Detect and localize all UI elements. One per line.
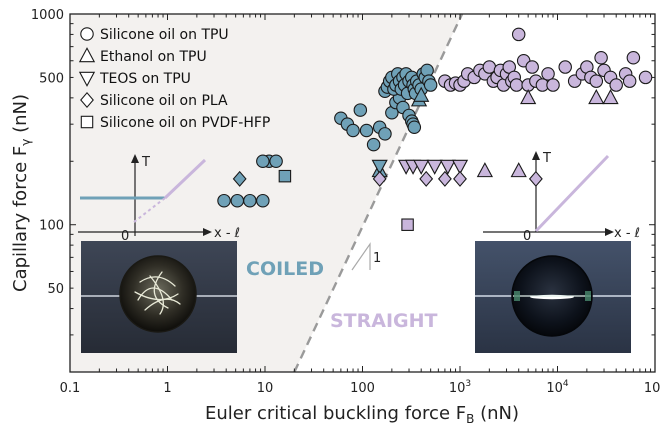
data-point-triangle-up-straight <box>520 88 537 105</box>
x-tick-label: 1 <box>163 381 171 396</box>
inset-right-x-label: x - ℓ <box>614 226 640 241</box>
data-point-diamond-straight <box>437 170 452 187</box>
legend-entry-label: Silicone oil on PVDF-HFP <box>100 115 270 131</box>
data-point-circle-straight <box>482 60 497 74</box>
data-point-circle-coiled <box>256 193 270 208</box>
y-axis-label-sub: γ <box>19 139 33 146</box>
data-point-circle-coiled <box>243 193 257 208</box>
legend-marker-triangle-up <box>78 47 96 63</box>
data-point-triangle-up-straight <box>602 88 619 105</box>
x-axis-label-sub: B <box>466 412 474 426</box>
data-point-triangle-down-straight <box>439 159 456 175</box>
axis-ticks: 0.1110100103104105501005001000 <box>31 8 661 396</box>
x-axis-label: Euler critical buckling force FB (nN) <box>205 403 519 426</box>
data-point-triangle-up-straight <box>510 162 527 178</box>
data-point-circle-coiled <box>366 137 381 152</box>
y-tick-label: 50 <box>47 282 64 297</box>
y-axis-label: Capillary force Fγ (nN) <box>10 94 33 292</box>
data-point-diamond-straight <box>453 170 467 187</box>
data-point-triangle-up-coiled <box>413 86 430 102</box>
legend-marker-triangle-down <box>78 71 96 87</box>
legend: Silicone oil on TPU Ethanol on TPU TEOS on… <box>78 27 270 131</box>
data-point-circle-straight <box>622 74 637 88</box>
y-axis-label-unit: (nN) <box>10 94 31 139</box>
inset-left-x-label: x - ℓ <box>214 226 240 241</box>
data-point-circle-straight <box>594 50 608 65</box>
straight-region-label: STRAIGHT <box>330 310 438 332</box>
slope-label: 1 <box>373 251 381 266</box>
legend-entry-label: Silicone oil on TPU <box>100 27 229 43</box>
y-tick-label: 500 <box>39 71 64 86</box>
x-tick-label: 10 <box>257 381 274 396</box>
data-point-triangle-up-straight <box>476 162 494 178</box>
data-point-square-straight <box>401 218 414 231</box>
y-tick-label: 100 <box>39 219 64 234</box>
x-tick-label: 100 <box>350 381 375 396</box>
data-point-circle-straight <box>626 50 641 65</box>
inset-right-zero-label: 0 <box>523 229 531 244</box>
data-point-circle-straight <box>638 70 653 85</box>
legend-marker-circle <box>80 27 94 41</box>
data-point-circle-straight <box>609 78 623 92</box>
data-point-circle-straight <box>558 60 572 74</box>
data-point-circle-coiled <box>353 103 368 117</box>
x-tick-label: 0.1 <box>60 381 81 396</box>
data-point-circle-coiled <box>269 154 283 169</box>
data-point-circle-coiled <box>230 193 245 208</box>
x-tick-label: 103 <box>449 379 471 396</box>
regime-boundary-line <box>293 13 464 373</box>
y-tick-label: 1000 <box>31 8 64 23</box>
inset-left-t-label: T <box>141 155 150 170</box>
data-point-triangle-down-coiled <box>371 159 388 175</box>
data-point-circle-coiled <box>256 154 270 169</box>
straight-fiber-droplet-photo <box>475 241 631 353</box>
data-point-diamond-straight <box>419 170 434 187</box>
data-point-triangle-up-straight <box>588 88 605 105</box>
data-point-square-coiled <box>278 169 292 183</box>
inset-tension-straight: T x - ℓ 0 <box>483 151 640 244</box>
y-axis-label-main: Capillary force F <box>10 146 31 292</box>
inset-left-zero-label: 0 <box>121 229 129 244</box>
legend-marker-diamond <box>80 91 94 109</box>
data-point-triangle-down-straight <box>413 159 430 175</box>
inset-tension-coiled: T x - ℓ 0 <box>78 154 240 244</box>
data-point-circle-straight <box>589 74 604 88</box>
coiled-region-label: COILED <box>246 258 324 280</box>
legend-entry-label: TEOS on TPU <box>99 71 191 87</box>
x-axis-label-main: Euler critical buckling force F <box>205 403 466 424</box>
data-point-circle-straight <box>525 60 539 74</box>
data-point-circle-coiled <box>217 193 231 208</box>
legend-entry-label: Silicone oil on PLA <box>100 93 228 109</box>
data-point-circle-straight <box>541 67 555 81</box>
data-point-circle-straight <box>546 78 560 92</box>
x-axis-label-unit: (nN) <box>474 403 519 424</box>
data-point-diamond-coiled <box>232 170 247 187</box>
data-point-diamond-straight <box>372 170 387 187</box>
legend-marker-square <box>80 115 94 129</box>
data-point-triangle-down-straight <box>451 159 469 175</box>
x-tick-label: 105 <box>644 379 661 396</box>
slope-indicator: 1 <box>351 242 381 271</box>
legend-entry-label: Ethanol on TPU <box>100 49 207 65</box>
data-point-circle-coiled <box>423 78 438 92</box>
data-point-circle-straight <box>509 78 524 92</box>
x-tick-label: 104 <box>546 379 569 396</box>
data-point-circle-coiled <box>359 123 374 138</box>
data-point-circle-coiled <box>346 123 360 138</box>
inset-right-t-label: T <box>542 151 551 166</box>
data-point-diamond-straight <box>528 170 543 187</box>
data-point-circle-coiled <box>407 120 422 135</box>
data-point-circle-straight <box>511 27 526 42</box>
coiled-fiber-droplet-photo <box>81 241 237 353</box>
data-point-triangle-down-straight <box>426 159 443 175</box>
data-points <box>217 27 653 231</box>
data-point-circle-coiled <box>378 127 392 141</box>
